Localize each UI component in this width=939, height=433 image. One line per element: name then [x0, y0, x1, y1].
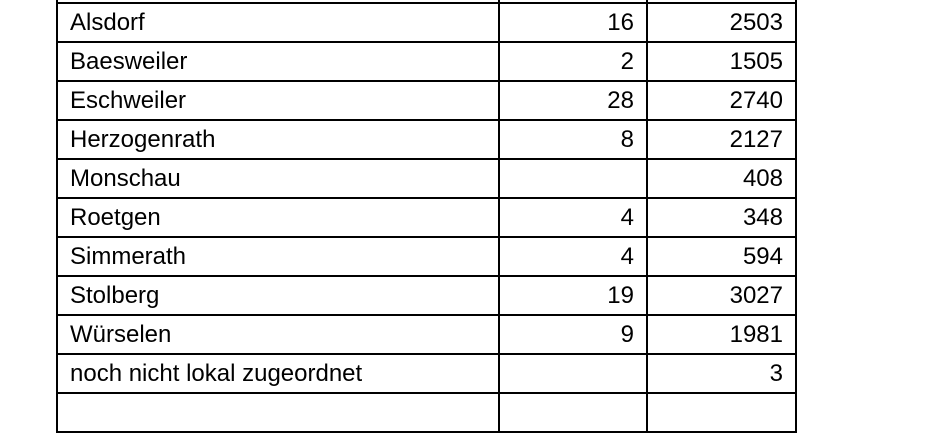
table-row-cropped-top	[56, 0, 797, 4]
cell-a: 8	[498, 119, 648, 160]
table-row: Simmerath 4 594	[56, 236, 797, 277]
cell-name: Stolberg	[56, 275, 500, 316]
cell-name: Eschweiler	[56, 80, 500, 121]
cell-a: 16	[498, 2, 648, 43]
cell-b: 2127	[646, 119, 797, 160]
cell-a	[498, 158, 648, 199]
cell-a: 4	[498, 236, 648, 277]
table-row-cropped-bottom	[56, 392, 797, 433]
table-row: noch nicht lokal zugeordnet 3	[56, 353, 797, 394]
table-row: Stolberg 19 3027	[56, 275, 797, 316]
cell-name: noch nicht lokal zugeordnet	[56, 353, 500, 394]
cell-b: 1981	[646, 314, 797, 355]
cell-name: Simmerath	[56, 236, 500, 277]
cell-name: Baesweiler	[56, 41, 500, 82]
table-row: Roetgen 4 348	[56, 197, 797, 238]
cell-a: 2	[498, 41, 648, 82]
cell-b: 3	[646, 353, 797, 394]
cell-name: Würselen	[56, 314, 500, 355]
cell-name: Herzogenrath	[56, 119, 500, 160]
cell-b: 2503	[646, 2, 797, 43]
data-table: Alsdorf 16 2503 Baesweiler 2 1505 Eschweiler 28…	[56, 0, 797, 433]
cell-b: 3027	[646, 275, 797, 316]
table-row: Monschau 408	[56, 158, 797, 199]
cell-a: 28	[498, 80, 648, 121]
cell-b: 408	[646, 158, 797, 199]
cell-name: Monschau	[56, 158, 500, 199]
cell-a: 19	[498, 275, 648, 316]
cell-b: 594	[646, 236, 797, 277]
table-row: Baesweiler 2 1505	[56, 41, 797, 82]
cell-b: 1505	[646, 41, 797, 82]
table-row: Herzogenrath 8 2127	[56, 119, 797, 160]
cell-a: 9	[498, 314, 648, 355]
cell-a: 4	[498, 197, 648, 238]
cell-a	[498, 353, 648, 394]
table-row: Eschweiler 28 2740	[56, 80, 797, 121]
table-row: Würselen 9 1981	[56, 314, 797, 355]
cell-name: Roetgen	[56, 197, 500, 238]
table-row: Alsdorf 16 2503	[56, 2, 797, 43]
cell-b: 348	[646, 197, 797, 238]
cell-name: Alsdorf	[56, 2, 500, 43]
cell-b: 2740	[646, 80, 797, 121]
